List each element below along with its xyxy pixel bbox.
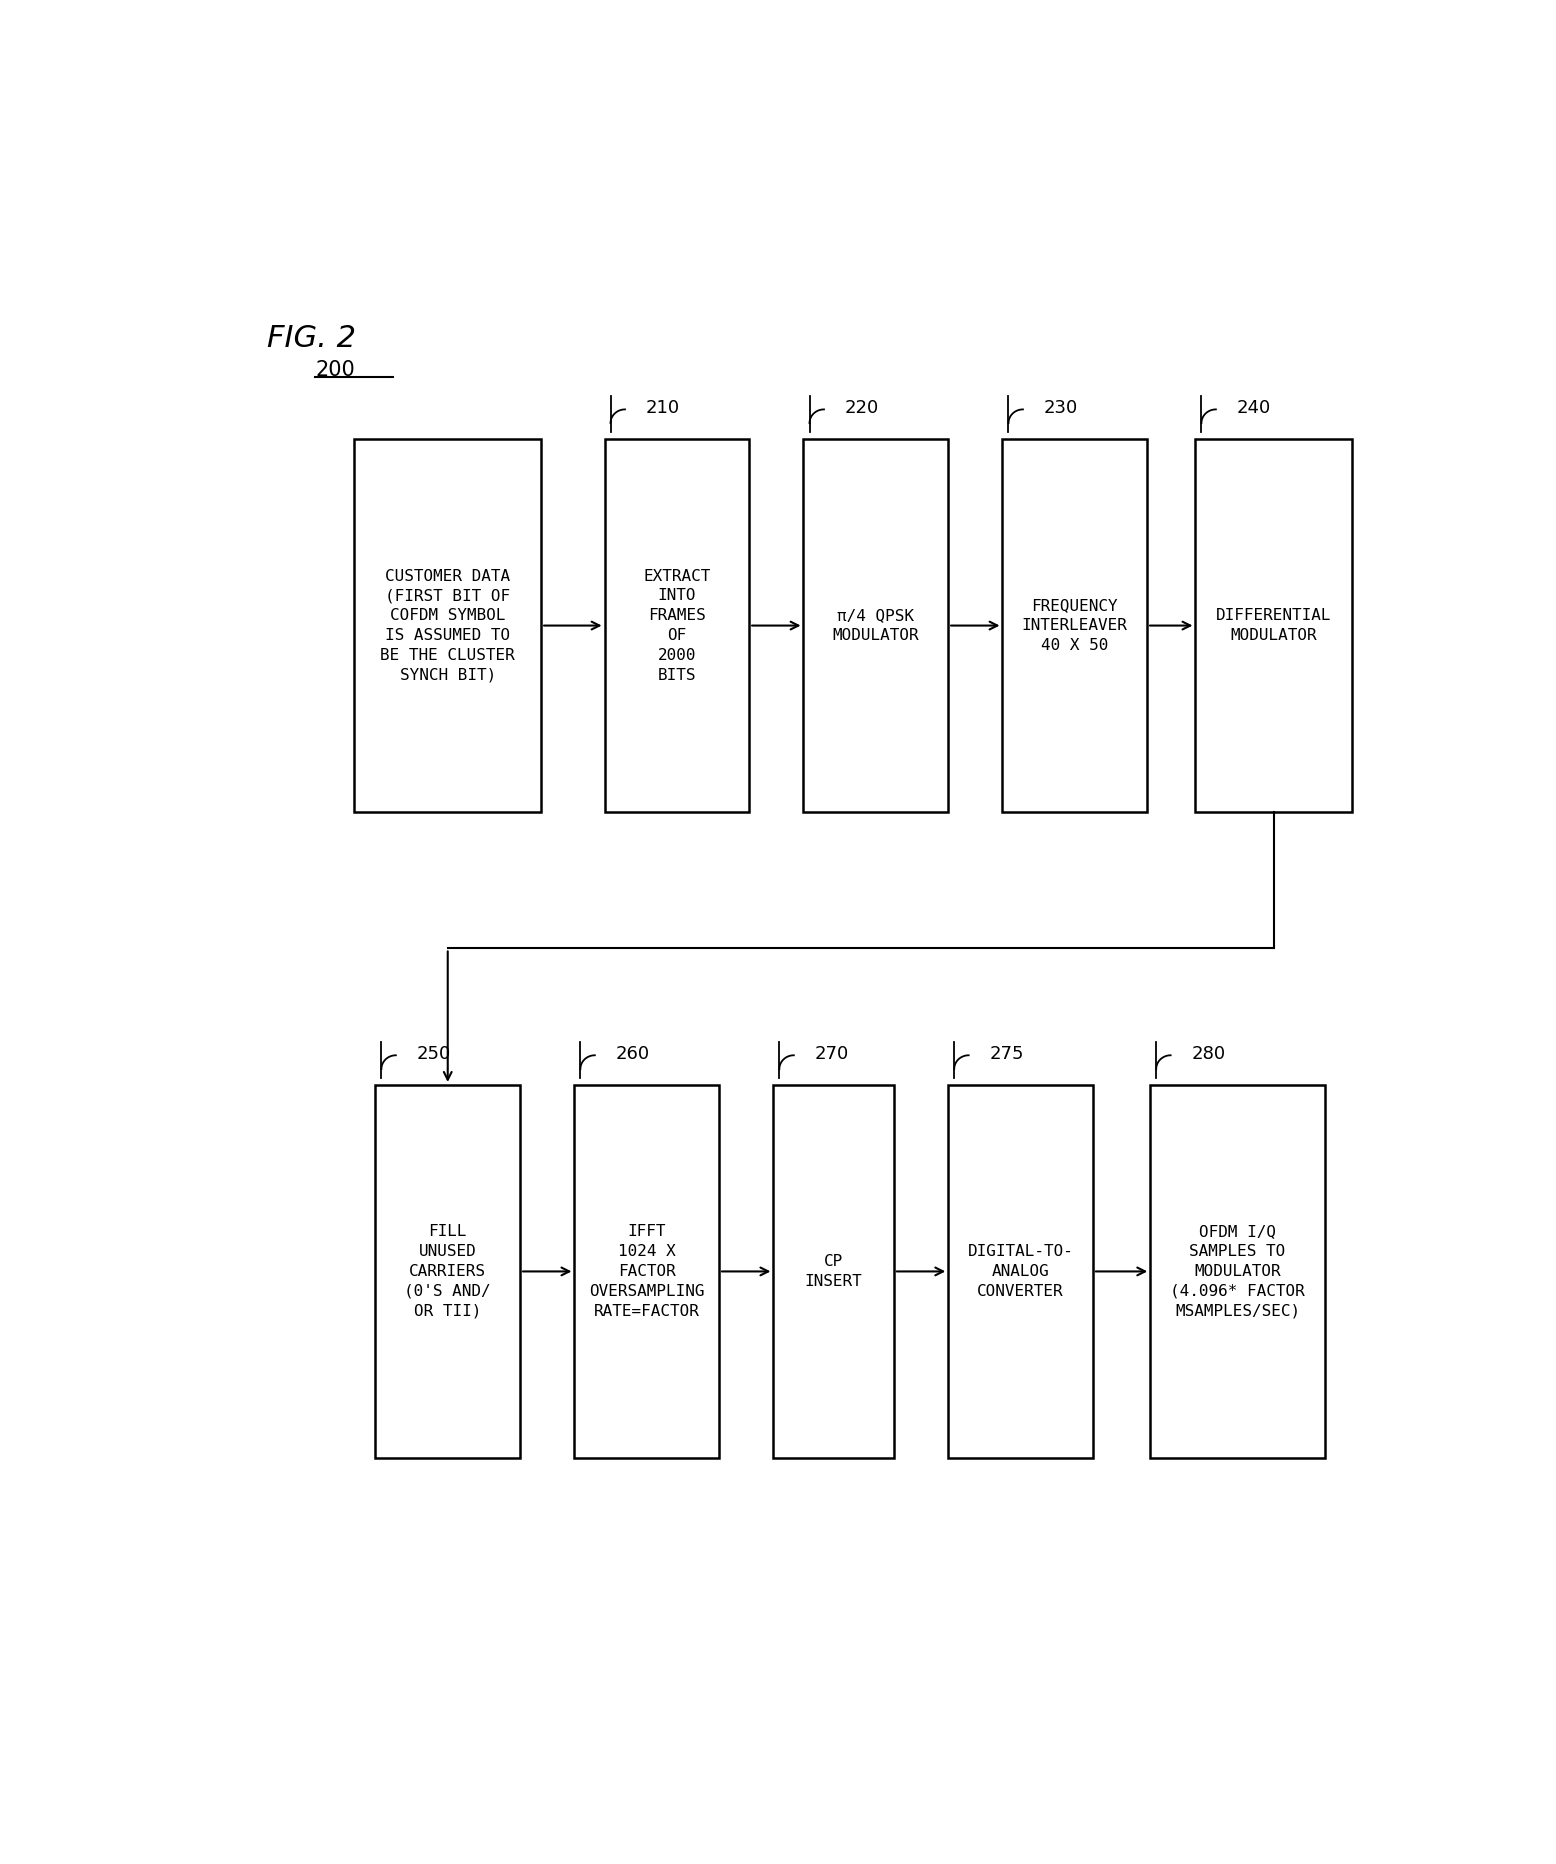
Bar <box>375 1085 520 1458</box>
Text: EXTRACT
INTO
FRAMES
OF
2000
BITS: EXTRACT INTO FRAMES OF 2000 BITS <box>643 569 711 682</box>
Bar <box>574 1085 719 1458</box>
Text: DIGITAL-TO-
ANALOG
CONVERTER: DIGITAL-TO- ANALOG CONVERTER <box>968 1243 1074 1299</box>
Text: 210: 210 <box>646 399 680 418</box>
Text: FILL
UNUSED
CARRIERS
(0'S AND/
OR TII): FILL UNUSED CARRIERS (0'S AND/ OR TII) <box>405 1225 492 1318</box>
Bar <box>948 1085 1092 1458</box>
Text: FREQUENCY
INTERLEAVER
40 X 50: FREQUENCY INTERLEAVER 40 X 50 <box>1022 598 1128 652</box>
Text: IFFT
1024 X
FACTOR
OVERSAMPLING
RATE=FACTOR: IFFT 1024 X FACTOR OVERSAMPLING RATE=FAC… <box>590 1225 705 1318</box>
Bar <box>355 440 541 813</box>
Bar <box>1002 440 1147 813</box>
Text: 280: 280 <box>1192 1046 1225 1062</box>
Bar <box>1150 1085 1326 1458</box>
Text: 220: 220 <box>845 399 879 418</box>
Text: 260: 260 <box>615 1046 649 1062</box>
Text: CP
INSERT: CP INSERT <box>804 1254 862 1288</box>
Bar <box>803 440 948 813</box>
Text: 230: 230 <box>1044 399 1078 418</box>
Bar <box>773 1085 893 1458</box>
Text: FIG. 2: FIG. 2 <box>268 324 356 352</box>
Text: π/4 QPSK
MODULATOR: π/4 QPSK MODULATOR <box>832 608 920 643</box>
Text: 250: 250 <box>417 1046 451 1062</box>
Text: 240: 240 <box>1237 399 1271 418</box>
Text: DIFFERENTIAL
MODULATOR: DIFFERENTIAL MODULATOR <box>1217 608 1332 643</box>
Text: 270: 270 <box>814 1046 848 1062</box>
Bar <box>1195 440 1352 813</box>
Bar <box>604 440 750 813</box>
Text: 275: 275 <box>990 1046 1024 1062</box>
Text: CUSTOMER DATA
(FIRST BIT OF
COFDM SYMBOL
IS ASSUMED TO
BE THE CLUSTER
SYNCH BIT): CUSTOMER DATA (FIRST BIT OF COFDM SYMBOL… <box>380 569 515 682</box>
Text: 200: 200 <box>314 360 355 380</box>
Text: OFDM I/Q
SAMPLES TO
MODULATOR
(4.096* FACTOR
MSAMPLES/SEC): OFDM I/Q SAMPLES TO MODULATOR (4.096* FA… <box>1170 1225 1305 1318</box>
